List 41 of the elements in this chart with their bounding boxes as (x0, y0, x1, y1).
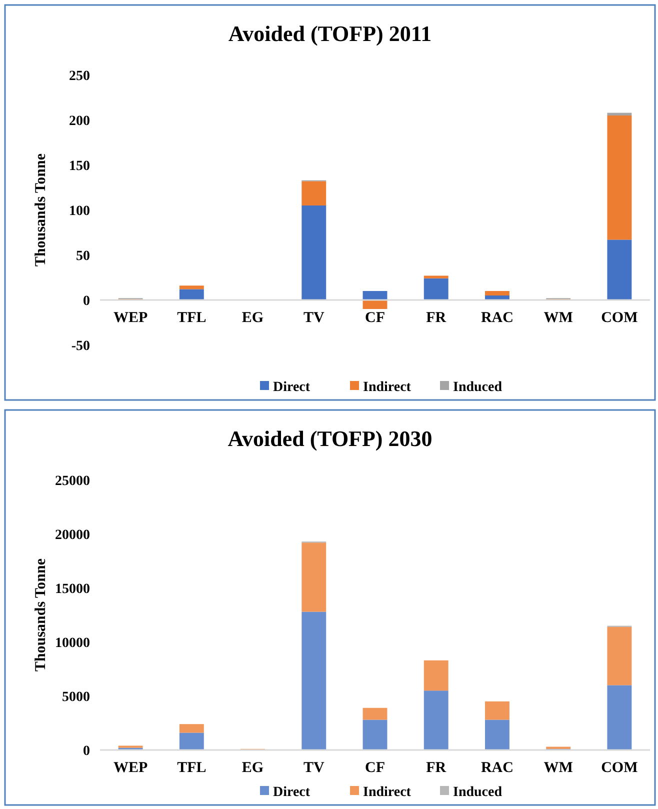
legend-label: Direct (273, 784, 310, 800)
legend-label: Indirect (363, 784, 412, 800)
y-tick-label: 25000 (55, 474, 90, 489)
y-tick-label: 20000 (55, 528, 90, 543)
y-tick-label: 100 (69, 204, 90, 219)
x-tick-label: COM (601, 310, 638, 326)
x-tick-label: RAC (480, 310, 514, 326)
legend-label: Induced (453, 380, 502, 395)
legend-label: Induced (453, 784, 502, 800)
x-tick-label: WM (544, 310, 573, 326)
x-tick-label: CF (365, 760, 385, 776)
x-tick-label: RAC (480, 760, 514, 776)
y-tick-label: 250 (69, 68, 90, 84)
x-tick-label: TV (303, 760, 324, 776)
x-tick-label: WEP (113, 310, 148, 326)
y-tick-label: 150 (69, 158, 90, 174)
legend-label: Direct (273, 380, 310, 395)
chart-title: Avoided (TOFP) 2011 (228, 21, 432, 46)
y-tick-label: 0 (83, 294, 90, 309)
y-tick-label: 15000 (55, 582, 90, 597)
x-tick-label: EG (242, 310, 264, 326)
y-tick-label: 10000 (55, 636, 90, 651)
y-axis-title: Thousands Tonne (33, 558, 49, 672)
x-tick-label: WM (544, 760, 573, 776)
x-tick-label: TFL (177, 310, 206, 326)
y-tick-label: 50 (76, 248, 90, 264)
chart-title: Avoided (TOFP) 2030 (228, 426, 432, 451)
y-axis-title: Thousands Tonne (33, 153, 49, 266)
y-tick-label: -50 (71, 338, 90, 354)
y-tick-label: 200 (69, 114, 90, 129)
x-tick-label: FR (426, 310, 446, 326)
y-tick-label: 0 (83, 744, 90, 759)
y-tick-label: 5000 (62, 690, 90, 705)
x-tick-label: TV (303, 310, 324, 326)
x-tick-label: TFL (177, 760, 206, 776)
x-tick-label: WEP (113, 760, 148, 776)
x-tick-label: EG (242, 760, 264, 776)
x-tick-label: FR (426, 760, 446, 776)
legend-label: Indirect (363, 380, 412, 395)
x-tick-label: COM (601, 760, 638, 776)
x-tick-label: CF (365, 310, 385, 326)
